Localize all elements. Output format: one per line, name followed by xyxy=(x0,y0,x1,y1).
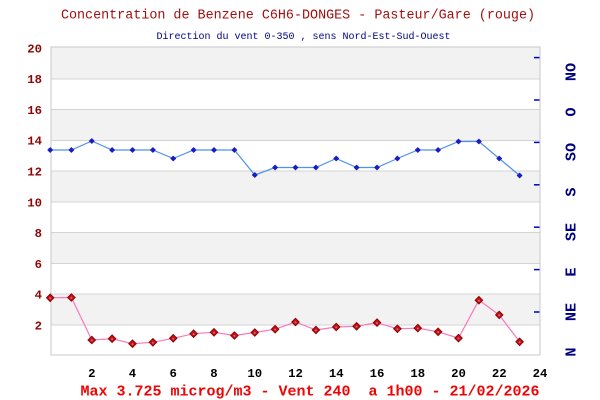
svg-text:Concentration de Benzene C6H6-: Concentration de Benzene C6H6-DONGES - P… xyxy=(61,9,535,24)
svg-text:8: 8 xyxy=(35,227,42,241)
svg-text:2: 2 xyxy=(88,367,95,381)
svg-text:2: 2 xyxy=(35,319,42,333)
svg-text:14: 14 xyxy=(329,367,344,381)
svg-text:22: 22 xyxy=(492,367,507,381)
svg-text:18: 18 xyxy=(27,73,42,87)
svg-text:Direction du vent 0-350 , sens: Direction du vent 0-350 , sens Nord-Est-… xyxy=(156,31,450,43)
svg-text:20: 20 xyxy=(451,367,466,381)
svg-text:14: 14 xyxy=(27,135,42,149)
svg-text:12: 12 xyxy=(288,367,303,381)
svg-text:12: 12 xyxy=(27,166,42,180)
svg-text:S: S xyxy=(563,187,581,196)
svg-text:4: 4 xyxy=(129,367,137,381)
svg-text:NE: NE xyxy=(563,303,581,321)
svg-text:24: 24 xyxy=(533,367,548,381)
svg-text:O: O xyxy=(563,107,581,116)
svg-text:4: 4 xyxy=(35,289,43,303)
svg-text:16: 16 xyxy=(370,367,385,381)
svg-text:18: 18 xyxy=(410,367,425,381)
svg-text:6: 6 xyxy=(35,258,42,272)
svg-text:Max 3.725 microg/m3 - Vent 240: Max 3.725 microg/m3 - Vent 240 a 1h00 - … xyxy=(80,384,539,400)
svg-text:NO: NO xyxy=(563,63,581,81)
svg-text:10: 10 xyxy=(247,367,262,381)
svg-text:10: 10 xyxy=(27,196,42,210)
svg-text:E: E xyxy=(563,267,581,276)
svg-text:16: 16 xyxy=(27,104,42,118)
svg-text:20: 20 xyxy=(27,42,42,56)
svg-text:8: 8 xyxy=(210,367,217,381)
svg-text:6: 6 xyxy=(170,367,177,381)
svg-text:N: N xyxy=(563,347,581,356)
svg-text:SO: SO xyxy=(563,143,581,161)
svg-text:SE: SE xyxy=(563,223,581,241)
